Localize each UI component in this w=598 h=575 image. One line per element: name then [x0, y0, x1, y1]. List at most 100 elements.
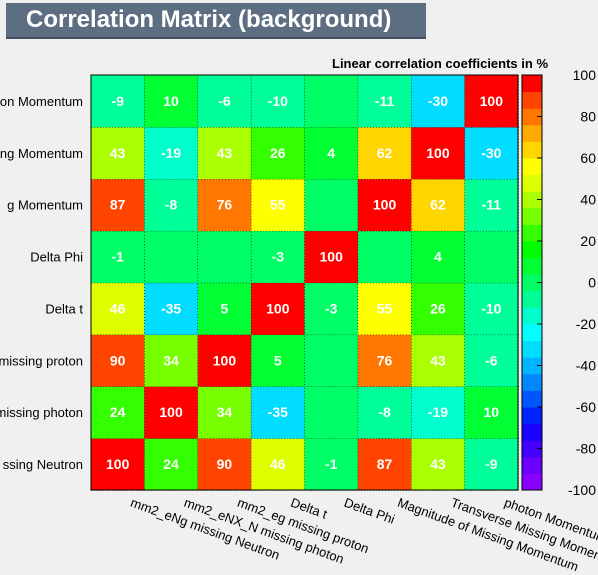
colorbar-tick-label: 60	[580, 150, 596, 166]
cell-value-label: -10	[481, 300, 501, 316]
heatmap-cell	[410, 334, 466, 388]
cell-value-label: 87	[110, 197, 126, 213]
heatmap-cell	[357, 126, 413, 180]
heatmap-cell	[197, 178, 252, 232]
cell-value-label: -3	[325, 300, 338, 316]
cell-value-label: 5	[221, 300, 229, 316]
heatmap-cell	[464, 282, 519, 336]
chart-title: Correlation Matrix (background)	[26, 6, 392, 33]
cell-value-label: 26	[270, 145, 286, 161]
cell-value-label: -9	[111, 93, 124, 109]
cell-value-label: 43	[430, 352, 446, 368]
colorbar-tick-label: 0	[588, 275, 596, 291]
heatmap-cell	[90, 437, 146, 491]
cell-value-label: 100	[480, 93, 504, 109]
heatmap-cell	[144, 282, 199, 336]
heatmap-cell	[197, 230, 252, 284]
heatmap-cell	[250, 74, 306, 128]
heatmap-cell	[464, 74, 519, 128]
cell-value-label: -35	[268, 404, 288, 420]
heatmap-cell	[197, 385, 252, 439]
heatmap-cell	[250, 334, 306, 388]
cell-value-label: -1	[111, 249, 124, 265]
heatmap-cell	[304, 126, 359, 180]
cell-value-label: 62	[430, 197, 446, 213]
colorbar-segment	[522, 440, 542, 458]
colorbar-segment	[522, 174, 542, 192]
heatmap-cell	[197, 334, 252, 388]
cell-value-label: -6	[485, 352, 498, 368]
colorbar-tick-label: -20	[576, 316, 596, 332]
heatmap-cell	[304, 437, 359, 491]
cell-value-label: 10	[163, 93, 179, 109]
cell-value-label: 76	[217, 197, 233, 213]
heatmap-cell	[304, 282, 359, 336]
heatmap-cell	[197, 126, 252, 180]
cell-value-label: -19	[161, 145, 181, 161]
colorbar-segment	[522, 141, 542, 159]
cell-value-label: -11	[482, 197, 502, 213]
heatmap-cell	[357, 334, 413, 388]
cell-value-label: 90	[110, 352, 126, 368]
cell-value-label: 76	[377, 352, 393, 368]
cell-value-label: -11	[375, 93, 395, 109]
cell-value-label: 100	[159, 404, 183, 420]
heatmap-cell	[197, 282, 252, 336]
colorbar-segment	[522, 357, 542, 375]
cell-value-label: 62	[377, 145, 393, 161]
colorbar-segment	[522, 158, 542, 176]
cell-value-label: 55	[377, 300, 393, 316]
colorbar-segment	[522, 473, 542, 491]
y-tick-label: ssing Neutron	[3, 457, 83, 472]
y-axis-labels: ssing Neutron missing photon missing proto…	[0, 94, 83, 472]
cell-value-label: -8	[165, 197, 178, 213]
cell-value-label: -30	[481, 145, 501, 161]
cell-value-label: -10	[268, 93, 288, 109]
colorbar-tick-label: -40	[576, 358, 596, 374]
heatmap-cell	[304, 334, 359, 388]
heatmap-cell	[144, 178, 199, 232]
colorbar-segment	[522, 307, 542, 325]
heatmap-cell	[144, 334, 199, 388]
heatmap-cell	[250, 282, 306, 336]
colorbar-segment	[522, 75, 542, 93]
cell-value-label: 4	[327, 145, 335, 161]
heatmap-cell	[410, 178, 466, 232]
cell-value-label: -35	[161, 300, 181, 316]
y-tick-label: on Momentum	[0, 94, 83, 109]
cell-value-label: -30	[428, 93, 448, 109]
colorbar	[521, 74, 543, 491]
cell-value-label: -6	[218, 93, 231, 109]
heatmap-cell	[464, 385, 519, 439]
colorbar-segment	[522, 91, 542, 109]
cell-value-label: -1	[325, 456, 338, 472]
colorbar-segment	[522, 456, 542, 474]
heatmap-cell	[304, 230, 359, 284]
heatmap-cell	[250, 385, 306, 439]
y-tick-label: missing proton	[0, 353, 83, 368]
heatmap-cell	[357, 230, 413, 284]
colorbar-segment	[522, 423, 542, 441]
colorbar-segment	[522, 373, 542, 391]
cell-value-label: 26	[430, 300, 446, 316]
colorbar-segment	[522, 324, 542, 342]
heatmap-cell	[357, 437, 413, 491]
colorbar-segment	[522, 407, 542, 425]
heatmap-cell	[250, 178, 306, 232]
cell-value-label: 24	[163, 456, 179, 472]
heatmap-cell	[144, 74, 199, 128]
cell-value-label: -9	[485, 456, 498, 472]
colorbar-segment	[522, 191, 542, 209]
cell-value-label: -3	[272, 249, 285, 265]
colorbar-tick-label: 80	[580, 109, 596, 125]
heatmap-cell	[464, 178, 519, 232]
cell-value-label: 4	[434, 249, 442, 265]
cell-value-label: 46	[270, 456, 286, 472]
heatmap-cell	[464, 230, 519, 284]
cell-value-label: 100	[266, 300, 290, 316]
colorbar-tick-label: -100	[568, 482, 596, 498]
heatmap-cell	[464, 334, 519, 388]
colorbar-segment	[522, 340, 542, 358]
